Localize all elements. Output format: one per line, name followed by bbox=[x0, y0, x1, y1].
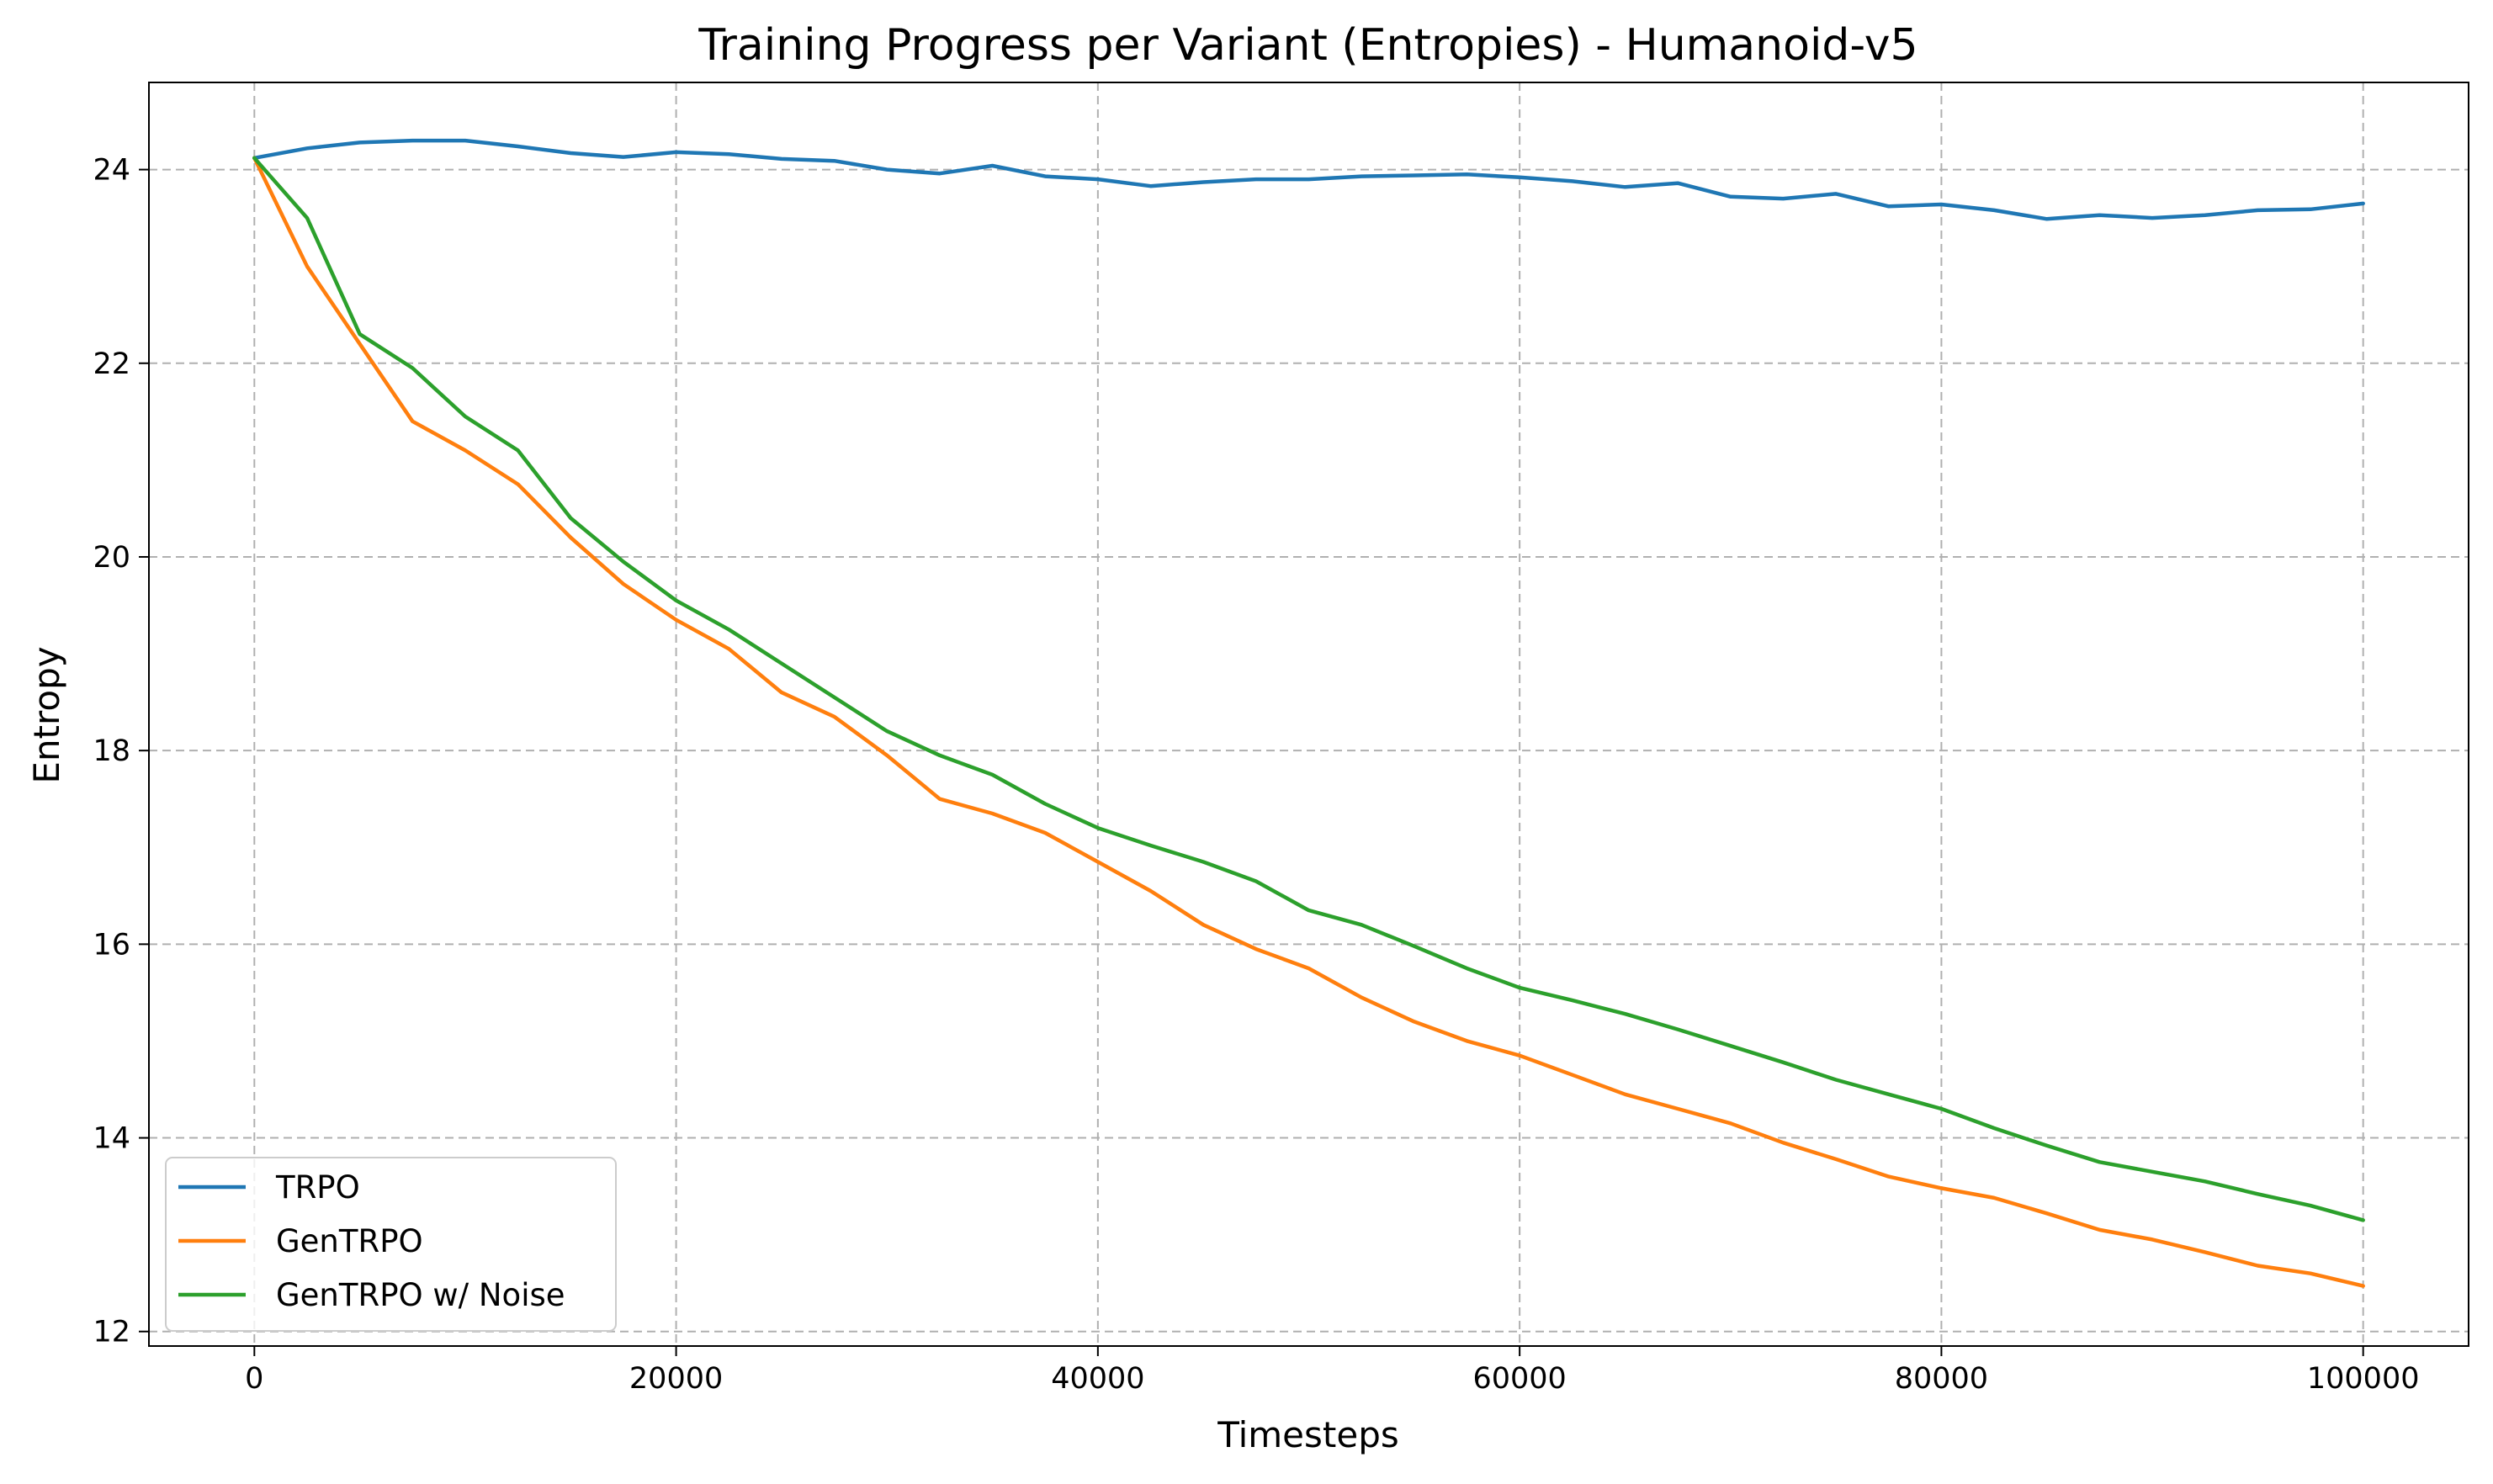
legend-entry-1: GenTRPO bbox=[276, 1223, 423, 1259]
series-line-0 bbox=[252, 138, 2365, 221]
y-tick-label: 12 bbox=[93, 1316, 130, 1349]
x-tick-label: 100000 bbox=[2307, 1362, 2420, 1396]
x-tick-label: 60000 bbox=[1472, 1362, 1566, 1396]
legend: TRPO GenTRPO GenTRPO w/ Noise bbox=[165, 1157, 617, 1332]
grid-lines bbox=[149, 82, 2469, 1346]
x-tick-label: 20000 bbox=[629, 1362, 723, 1396]
x-tick-label: 40000 bbox=[1051, 1362, 1144, 1396]
y-tick-label: 16 bbox=[93, 928, 130, 962]
y-tick-label: 20 bbox=[93, 541, 130, 575]
legend-entry-0: TRPO bbox=[275, 1169, 360, 1206]
x-tick-label: 0 bbox=[245, 1362, 263, 1396]
y-tick-label: 18 bbox=[93, 734, 130, 768]
legend-box bbox=[165, 1157, 617, 1332]
chart-title: Training Progress per Variant (Entropies… bbox=[698, 20, 1917, 71]
series-line-1 bbox=[252, 156, 2365, 1288]
series-lines bbox=[252, 138, 2365, 1288]
y-tick-label: 14 bbox=[93, 1122, 130, 1156]
y-axis-label: Entropy bbox=[26, 646, 67, 783]
legend-entry-2: GenTRPO w/ Noise bbox=[276, 1277, 565, 1313]
series-line-2 bbox=[252, 156, 2365, 1222]
plot-frame bbox=[148, 82, 2469, 1347]
y-tick-label: 24 bbox=[93, 154, 130, 188]
y-tick-label: 22 bbox=[93, 347, 130, 381]
x-tick-label: 80000 bbox=[1895, 1362, 1988, 1396]
axis-ticks: 0 20000 40000 60000 80000 100000 12 14 16 18 20 22 2… bbox=[93, 154, 2419, 1396]
x-axis-label: Timesteps bbox=[1217, 1414, 1399, 1455]
